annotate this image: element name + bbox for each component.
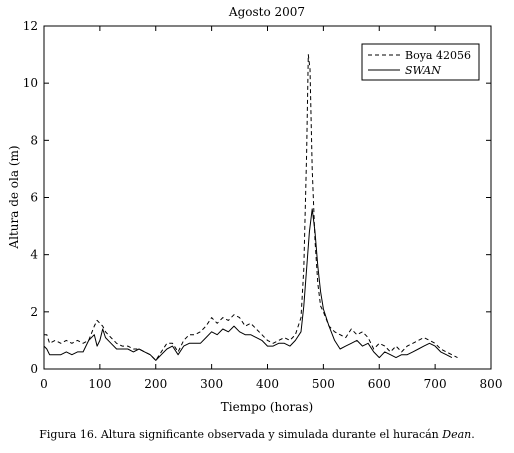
y-tick-label: 4 xyxy=(30,248,38,262)
chart-title: Agosto 2007 xyxy=(228,5,305,19)
caption-text: Figura 16. Altura significante observada… xyxy=(39,428,443,441)
x-tick-label: 400 xyxy=(256,377,279,391)
y-tick-label: 8 xyxy=(30,133,38,147)
series-layer xyxy=(43,54,458,361)
x-tick-label: 600 xyxy=(368,377,391,391)
y-tick-label: 6 xyxy=(30,191,38,205)
y-axis-label: Altura de ola (m) xyxy=(7,145,21,249)
x-axis-label: Tiempo (horas) xyxy=(221,400,313,414)
y-tick-label: 10 xyxy=(23,76,38,90)
x-tick-label: 300 xyxy=(200,377,223,391)
x-tick-label: 700 xyxy=(424,377,447,391)
legend-label-swan: SWAN xyxy=(405,64,441,77)
x-tick-label: 100 xyxy=(88,377,111,391)
wave-height-chart: Agosto 2007 0 100 200 300 400 500 600 700 800 0 2 4… xyxy=(7,5,503,414)
figure-caption: Figura 16. Altura significante observada… xyxy=(0,428,514,441)
caption-hurricane-name: Dean xyxy=(442,428,472,441)
series-line-swan xyxy=(43,208,453,361)
x-tick-label: 200 xyxy=(144,377,167,391)
legend: Boya 42056 SWAN xyxy=(361,43,480,81)
y-tick-label: 12 xyxy=(23,19,38,33)
x-tick-label: 800 xyxy=(480,377,503,391)
x-tick-label: 0 xyxy=(40,377,48,391)
x-tick-label: 500 xyxy=(312,377,335,391)
legend-box xyxy=(361,43,480,81)
y-tick-label: 2 xyxy=(30,305,38,319)
series-line-boya xyxy=(44,54,458,361)
caption-suffix: . xyxy=(471,428,475,441)
axis-ticks: 0 100 200 300 400 500 600 700 800 0 2 4 6 8 10 12 xyxy=(23,19,503,391)
y-tick-label: 0 xyxy=(30,362,38,376)
legend-label-boya: Boya 42056 xyxy=(405,49,471,62)
